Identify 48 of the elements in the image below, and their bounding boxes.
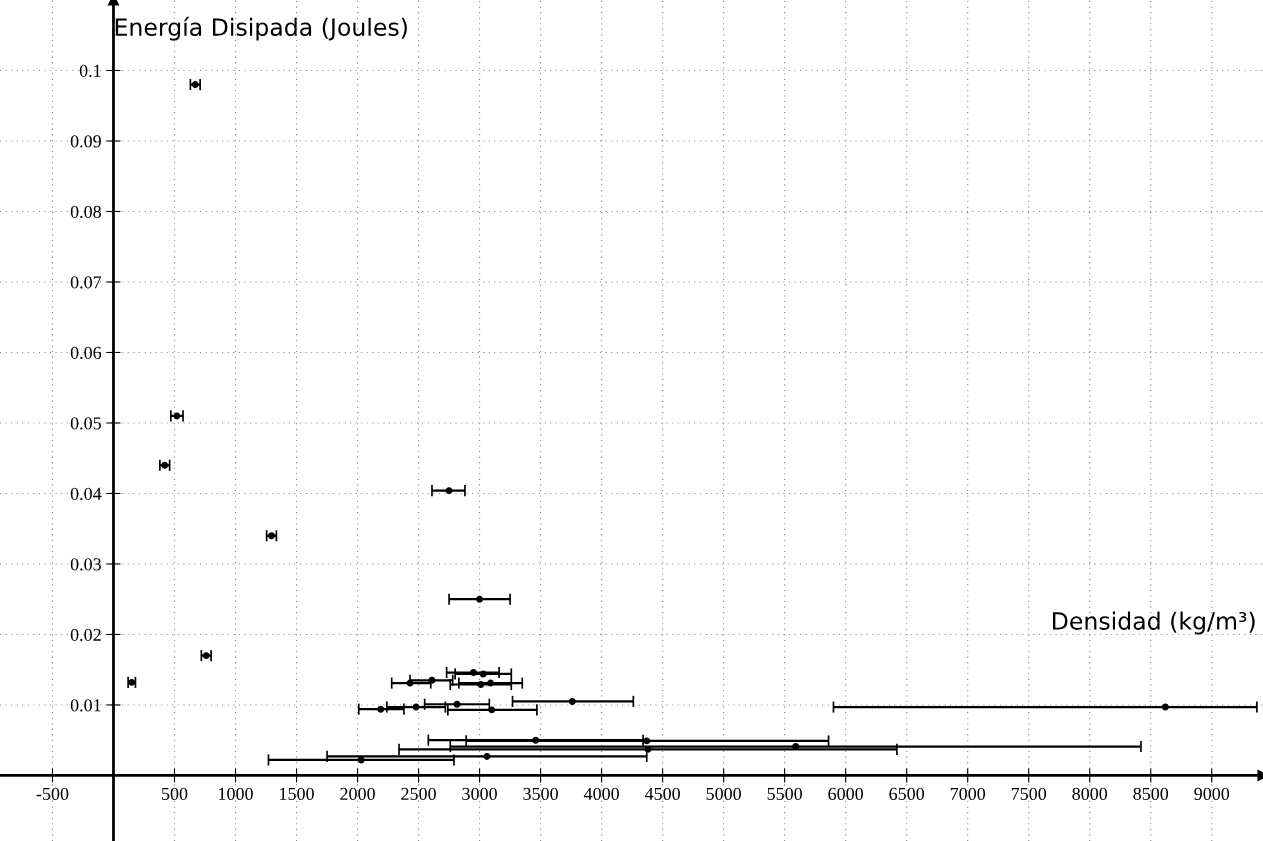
x-tick-label: 4000 <box>583 787 619 800</box>
y-tick-label: 0.1 <box>79 64 101 78</box>
y-tick-label: 0.09 <box>70 135 101 148</box>
x-tick-label: 8000 <box>1072 787 1108 800</box>
y-tick-label: 0.04 <box>70 487 102 500</box>
x-tick-label: 5500 <box>767 787 803 800</box>
x-tick-label: 3500 <box>523 787 558 800</box>
point <box>477 681 485 688</box>
y-tick-label: 0.08 <box>70 205 101 218</box>
x-tick-label: 6000 <box>828 787 864 800</box>
point <box>428 676 436 684</box>
y-axis-title: Energía Disipada (Joules) <box>115 16 407 41</box>
point <box>469 669 477 676</box>
x-tick-label: 9000 <box>1194 787 1230 800</box>
x-tick-label: 2000 <box>340 787 375 800</box>
x-tick-label: 5000 <box>706 787 741 800</box>
point <box>488 706 496 714</box>
x-tick-label: 1500 <box>280 787 314 800</box>
point <box>1161 703 1169 711</box>
point <box>377 705 385 713</box>
x-tick-label: 7500 <box>1011 787 1047 800</box>
y-tick-label: 0.02 <box>70 628 101 641</box>
x-tick-label: 7000 <box>950 787 986 800</box>
y-tick-label: 0.06 <box>70 346 102 359</box>
point <box>483 752 491 760</box>
x-axis-title: Densidad (kg/m³) <box>1053 611 1255 635</box>
x-tick-label: 500 <box>162 787 188 800</box>
x-tick-label: -500 <box>36 787 69 800</box>
point <box>568 697 576 705</box>
point <box>532 736 540 744</box>
x-tick-label: 2500 <box>401 787 436 800</box>
y-tick-label: 0.03 <box>70 558 101 571</box>
y-tick-label: 0.05 <box>70 417 101 430</box>
point <box>643 737 651 745</box>
y-tick-label: 0.07 <box>70 276 102 289</box>
point <box>357 756 365 764</box>
point <box>445 487 453 495</box>
y-tick-label: 0.01 <box>70 699 101 712</box>
point <box>479 670 487 678</box>
point <box>453 700 461 708</box>
x-tick-label: 3000 <box>462 787 497 800</box>
x-tick-label: 8500 <box>1133 787 1169 800</box>
x-tick-label: 6500 <box>889 787 925 800</box>
x-tick-label: 4500 <box>644 787 680 800</box>
point <box>487 679 495 687</box>
x-tick-label: 1000 <box>219 787 253 800</box>
point <box>476 595 484 603</box>
point <box>412 703 420 711</box>
